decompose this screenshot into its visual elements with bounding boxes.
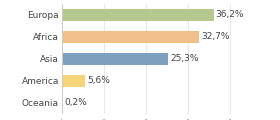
Bar [62, 9, 214, 21]
Text: 25,3%: 25,3% [170, 54, 199, 63]
Bar [62, 31, 199, 43]
Bar [62, 53, 168, 65]
Text: 5,6%: 5,6% [87, 76, 110, 85]
Text: 0,2%: 0,2% [64, 98, 87, 108]
Bar [62, 75, 85, 87]
Text: 32,7%: 32,7% [201, 32, 230, 41]
Text: 36,2%: 36,2% [216, 10, 244, 19]
